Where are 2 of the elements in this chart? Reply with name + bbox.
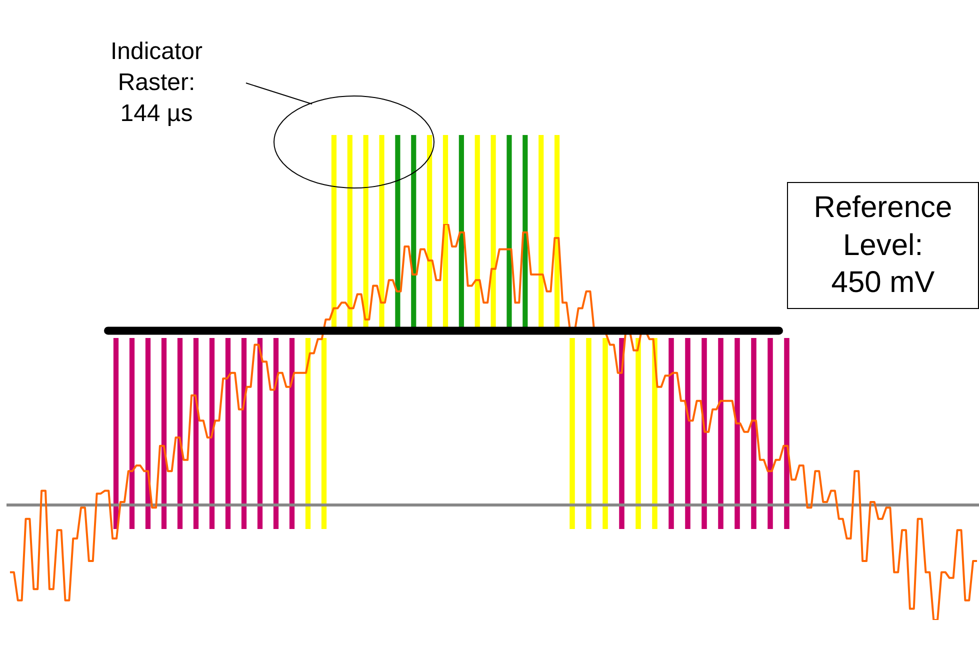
text: Indicator Raster: 144 µs [95, 32, 218, 134]
annotation: Reference Level: 450 mV [787, 182, 979, 308]
